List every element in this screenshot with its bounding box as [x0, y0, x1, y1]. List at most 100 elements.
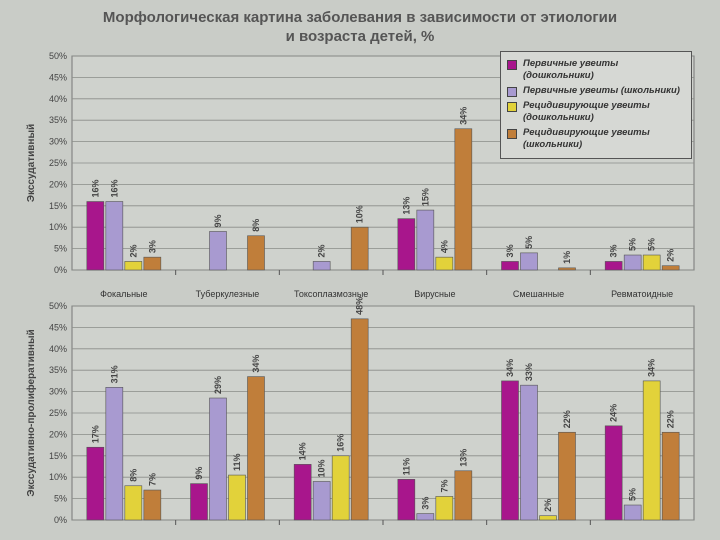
bar — [86, 446, 105, 521]
bar — [190, 483, 208, 521]
bar — [520, 252, 538, 271]
y-tick-label: 5% — [54, 494, 67, 504]
y-tick-label: 20% — [49, 179, 67, 189]
legend-item: Рецидивирующие увеиты (дошкольники) — [507, 100, 685, 124]
bar — [416, 209, 435, 271]
bar — [247, 235, 265, 271]
bar — [623, 254, 642, 271]
bar — [520, 384, 538, 521]
legend-label: Рецидивирующие увеиты (школьники) — [523, 127, 650, 150]
bar-value-label: 48% — [355, 297, 365, 315]
bar-value-label: 3% — [609, 244, 619, 257]
bar — [642, 380, 661, 521]
bar — [604, 261, 623, 271]
y-tick-label: 50% — [49, 301, 67, 311]
bar-value-label: 2% — [543, 499, 553, 512]
bar — [209, 231, 227, 271]
bar-value-label: 9% — [213, 214, 223, 227]
legend: Первичные увеиты (дошкольники) Первичные … — [500, 51, 692, 159]
bar — [105, 387, 124, 521]
category-label: Туберкулезные — [196, 289, 260, 299]
bar — [350, 318, 369, 521]
y-tick-label: 5% — [54, 244, 67, 254]
legend-swatch — [507, 102, 517, 112]
bar-value-label: 4% — [439, 240, 449, 253]
bar-value-label: 9% — [194, 467, 204, 480]
bar — [209, 397, 227, 521]
bar-value-label: 1% — [562, 251, 572, 264]
legend-label: Рецидивирующие увеиты (дошкольники) — [523, 100, 650, 123]
bar — [312, 261, 331, 271]
y-tick-label: 15% — [49, 201, 67, 211]
bar — [331, 455, 350, 521]
bar-value-label: 14% — [298, 442, 308, 460]
bar-value-label: 2% — [666, 249, 676, 262]
y-tick-label: 25% — [49, 158, 67, 168]
y-tick-label: 35% — [49, 115, 67, 125]
y-tick-label: 15% — [49, 451, 67, 461]
bar — [397, 479, 416, 521]
category-label: Токсоплазмозные — [294, 289, 368, 299]
bar-value-label: 8% — [251, 219, 261, 232]
category-label: Фокальные — [100, 289, 147, 299]
y-tick-label: 30% — [49, 137, 67, 147]
bar — [105, 201, 124, 271]
y-tick-label: 45% — [49, 322, 67, 332]
y-tick-label: 30% — [49, 387, 67, 397]
y-tick-label: 40% — [49, 94, 67, 104]
bar — [293, 464, 312, 521]
bar — [661, 431, 680, 521]
bar — [435, 256, 454, 271]
bar — [124, 261, 143, 271]
bar-value-label: 2% — [128, 244, 138, 257]
bar-value-label: 16% — [90, 180, 100, 198]
bar — [642, 254, 661, 271]
legend-item: Первичные увеиты (школьники) — [507, 85, 685, 97]
bar-value-label: 3% — [147, 240, 157, 253]
bar — [539, 515, 557, 521]
bar — [604, 425, 623, 521]
bar — [350, 226, 369, 271]
bar-value-label: 5% — [628, 238, 638, 251]
bar-value-label: 24% — [609, 404, 619, 422]
legend-swatch — [507, 129, 517, 139]
chart-panel: 0% 5% 10% 15% 20% 25% 30% 35% 40% 45% 50% Экссудати… — [25, 297, 695, 525]
category-label: Ревматоидные — [611, 289, 673, 299]
y-tick-label: 0% — [54, 515, 67, 525]
y-tick-label: 40% — [49, 344, 67, 354]
y-axis-label: Экссудативный — [26, 124, 37, 202]
bar-value-label: 16% — [336, 434, 346, 452]
bar — [247, 376, 265, 521]
bar — [435, 496, 454, 521]
y-tick-label: 50% — [49, 51, 67, 61]
legend-swatch — [507, 87, 517, 97]
y-tick-label: 25% — [49, 408, 67, 418]
y-tick-label: 10% — [49, 472, 67, 482]
bar-value-label: 17% — [90, 425, 100, 443]
bar — [143, 256, 162, 271]
category-label: Вирусные — [414, 289, 455, 299]
bar — [501, 261, 519, 271]
y-tick-label: 10% — [49, 222, 67, 232]
legend-item: Рецидивирующие увеиты (школьники) — [507, 127, 685, 151]
bar-value-label: 34% — [505, 359, 515, 377]
bar-value-label: 11% — [232, 454, 242, 472]
bar-value-label: 22% — [562, 410, 572, 428]
bar — [416, 513, 435, 521]
bar-value-label: 15% — [420, 188, 430, 206]
bar — [397, 218, 416, 271]
bar — [558, 431, 576, 521]
bar-value-label: 34% — [251, 355, 261, 373]
bar-value-label: 13% — [458, 449, 468, 467]
bar-value-label: 3% — [505, 244, 515, 257]
y-tick-label: 45% — [49, 72, 67, 82]
bar — [454, 470, 473, 521]
bar-value-label: 8% — [128, 469, 138, 482]
bar-value-label: 3% — [420, 497, 430, 510]
y-axis-label: Экссудативно-пролиферативный — [25, 329, 37, 496]
bar-value-label: 31% — [109, 365, 119, 383]
legend-item: Первичные увеиты (дошкольники) — [507, 58, 685, 82]
bar — [501, 380, 519, 521]
bar-value-label: 34% — [458, 107, 468, 125]
bar-value-label: 5% — [524, 236, 534, 249]
